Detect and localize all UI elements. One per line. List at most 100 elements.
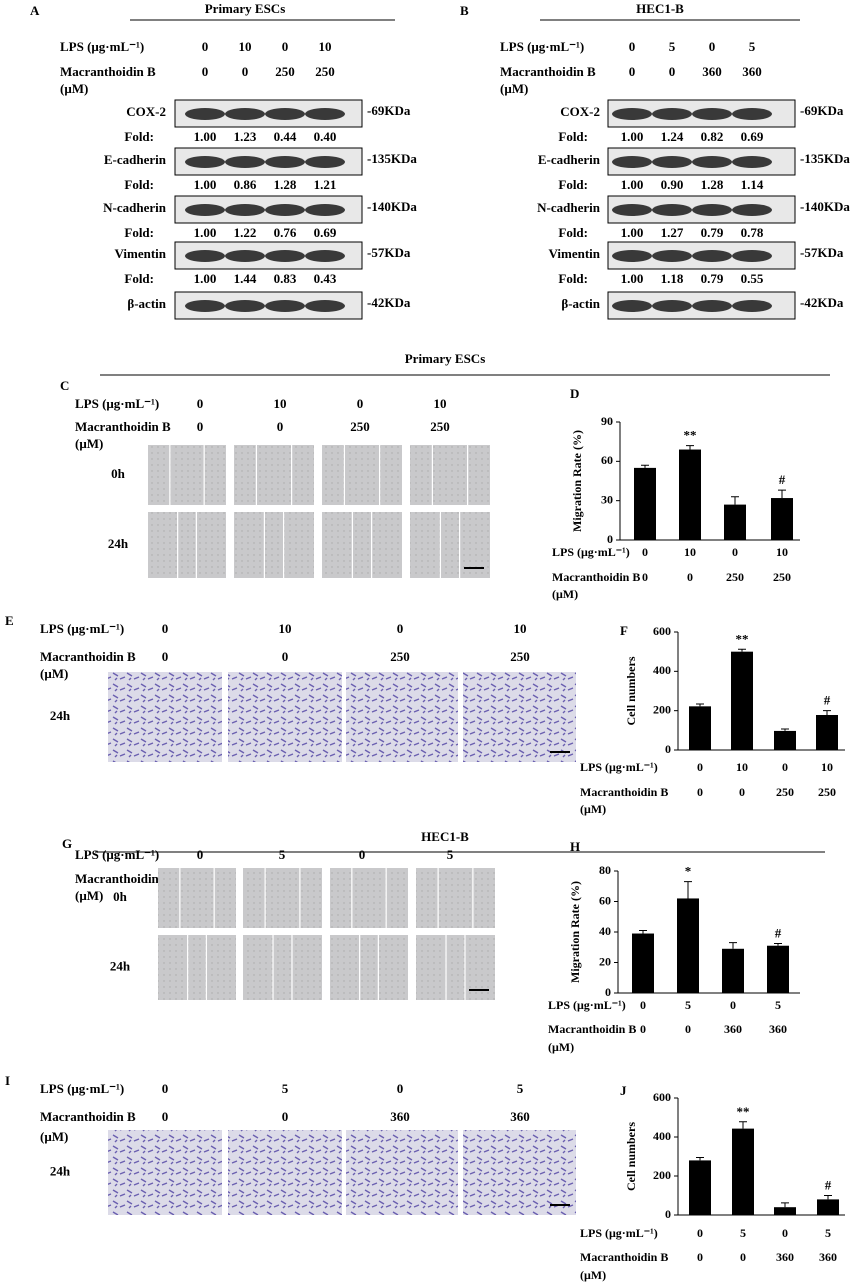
fold-label: Fold: [558,271,588,286]
blot-band [265,300,305,312]
protein-name: Vimentin [548,246,600,261]
significance-mark: # [779,472,786,487]
mb-value: 250 [726,570,744,584]
panel-label: G [62,836,72,851]
blot-band [612,250,652,262]
fold-label: Fold: [558,177,588,192]
blot-band [185,108,225,120]
mb-unit: (μM) [60,81,88,96]
bar [722,948,744,993]
molecular-weight: -69KDa [800,103,844,118]
fold-value: 0.79 [701,271,724,286]
fold-value: 1.14 [741,177,764,192]
bar [816,714,838,750]
mb-value: 0 [197,419,204,434]
micrograph [243,935,322,1000]
fold-value: 1.23 [234,129,257,144]
micrograph [416,868,495,928]
y-tick-label: 600 [653,624,671,638]
error-bar [774,942,782,946]
micrograph [463,672,576,762]
blot-band [732,250,772,262]
error-bar [686,445,694,450]
bar [724,504,746,540]
bar [731,651,753,750]
molecular-weight: -57KDa [367,245,411,260]
blot-band [612,204,652,216]
blot-band [305,108,345,120]
error-bar [824,1195,832,1200]
mb-label: Macranthoidin B [60,64,156,79]
blot-band [225,300,265,312]
mb-value: 360 [510,1109,530,1124]
mb-unit: (μM) [75,888,103,903]
lps-value: 5 [740,1226,746,1240]
fold-value: 0.78 [741,225,764,240]
lps-label: LPS (μg·mL⁻¹) [75,847,159,862]
fold-value: 1.00 [621,129,644,144]
blot-band [225,108,265,120]
blot-band [692,156,732,168]
fold-label: Fold: [124,177,154,192]
fold-value: 1.27 [661,225,684,240]
blot-band [612,300,652,312]
significance-mark: * [685,864,692,879]
mb-value: 0 [640,1022,646,1036]
mb-value: 0 [162,649,169,664]
y-tick-label: 80 [599,863,611,877]
blot-band [185,300,225,312]
molecular-weight: -135KDa [367,151,417,166]
fold-value: 0.83 [274,271,297,286]
micrograph [463,1130,576,1215]
blot-band [612,108,652,120]
error-bar [639,929,647,934]
blot-band [185,204,225,216]
y-tick-label: 0 [665,742,671,756]
blot-band [612,156,652,168]
micrograph [228,1130,342,1215]
y-axis-label: Cell numbers [624,1122,638,1191]
fold-label: Fold: [558,225,588,240]
blot-band [305,300,345,312]
lps-value: 5 [282,1081,289,1096]
blot-band [732,108,772,120]
blot-band [185,156,225,168]
fold-value: 0.90 [661,177,684,192]
blot-band [185,250,225,262]
bar [732,1128,754,1215]
protein-name: β-actin [127,296,166,311]
protein-name: N-cadherin [537,200,601,215]
blot-band [652,156,692,168]
significance-mark: ** [684,428,697,443]
mb-value: 0 [282,649,289,664]
micrograph [330,868,408,928]
lps-value: 10 [279,621,292,636]
error-bar [696,703,704,707]
fold-value: 1.00 [194,177,217,192]
error-bar [778,489,786,499]
micrograph [346,672,458,762]
mb-value: 0 [629,64,636,79]
mb-value: 0 [697,785,703,799]
fold-label: Fold: [124,271,154,286]
error-bar [729,942,737,949]
panel-title: HEC1-B [636,1,684,16]
lps-label: LPS (μg·mL⁻¹) [75,396,159,411]
mb-value: 250 [350,419,370,434]
mb-value: 0 [277,419,284,434]
fold-value: 1.00 [621,271,644,286]
lps-value: 0 [730,998,736,1012]
mb-value: 250 [773,570,791,584]
micrograph [234,445,314,505]
fold-label: Fold: [558,129,588,144]
lps-value: 0 [709,39,716,54]
lps-value: 10 [684,545,696,559]
error-bar [738,648,746,652]
panel-label: D [570,386,579,401]
lps-label: LPS (μg·mL⁻¹) [548,998,626,1012]
panel-label: H [570,839,580,854]
mb-label: Macranthoidin B [40,1109,136,1124]
mb-label: Macranthoidin B [552,570,640,584]
lps-label: LPS (μg·mL⁻¹) [500,39,584,54]
lps-value: 0 [282,39,289,54]
